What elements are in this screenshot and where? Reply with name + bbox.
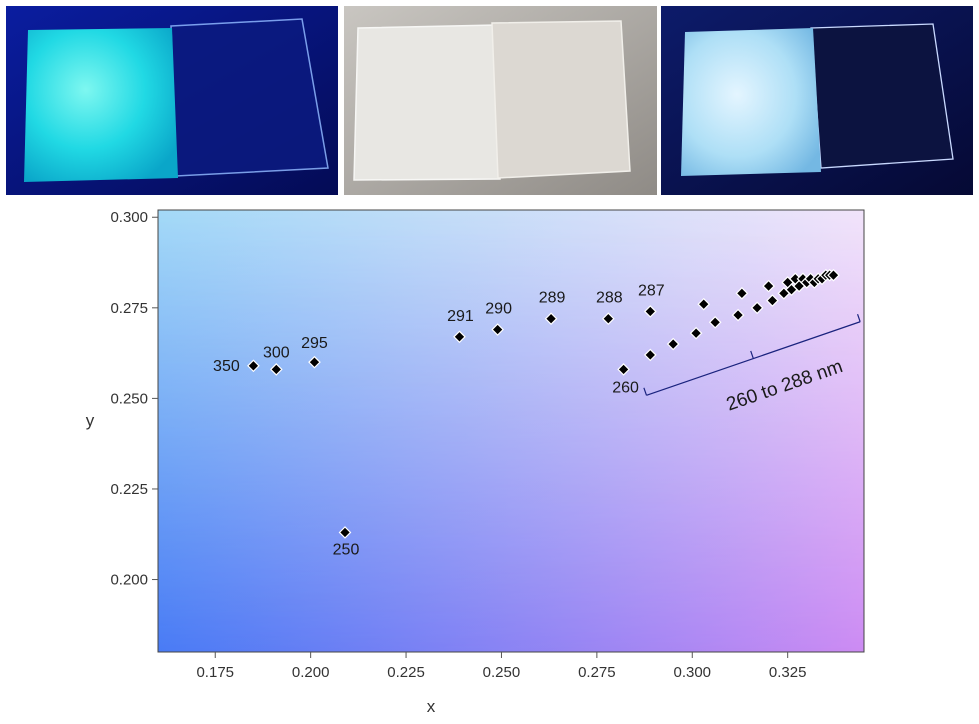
y-tick-label: 0.250 xyxy=(110,390,148,407)
bracket-end-left xyxy=(643,387,648,396)
data-point xyxy=(666,337,680,351)
data-point xyxy=(601,312,615,326)
x-axis: 0.175 0.200 0.225 0.250 0.275 0.300 0.325 xyxy=(196,652,806,681)
point-label: 290 xyxy=(485,301,512,318)
photo-uv-blue-slides xyxy=(661,6,973,195)
x-tick-label: 0.300 xyxy=(673,664,711,681)
data-point xyxy=(643,305,657,318)
point-label: 289 xyxy=(539,290,566,307)
data-point xyxy=(247,359,260,373)
point-label: 291 xyxy=(447,308,474,325)
photo-daylight-slides xyxy=(344,6,657,195)
x-tick-label: 0.225 xyxy=(387,664,425,681)
wavelength-range-bracket xyxy=(643,313,861,396)
slides-uv-glow-image xyxy=(6,6,338,195)
data-point xyxy=(338,526,352,539)
slides-daylight-image xyxy=(344,6,657,195)
data-point xyxy=(689,326,703,340)
plot-frame xyxy=(157,209,865,653)
chromaticity-scatter-chart: 0.175 0.200 0.225 0.250 0.275 0.300 0.325 0.30… xyxy=(86,209,865,716)
point-label: 287 xyxy=(638,282,665,299)
data-point xyxy=(750,301,764,315)
slides-uv-blue-image xyxy=(661,6,973,195)
x-tick-label: 0.250 xyxy=(483,664,521,681)
x-axis-title: x xyxy=(427,697,436,716)
x-tick-label: 0.275 xyxy=(578,664,616,681)
y-tick-label: 0.300 xyxy=(110,209,148,226)
x-tick-label: 0.325 xyxy=(769,664,807,681)
data-point xyxy=(643,348,657,362)
x-tick-label: 0.200 xyxy=(292,664,330,681)
point-label: 295 xyxy=(301,335,328,352)
data-point xyxy=(766,294,779,307)
bracket-end-right xyxy=(857,313,861,322)
y-tick-label: 0.225 xyxy=(110,481,148,498)
point-label: 250 xyxy=(333,541,360,558)
plot-background-top xyxy=(158,210,864,652)
point-label: 288 xyxy=(596,290,623,307)
point-label: 300 xyxy=(263,344,290,361)
point-label: 260 xyxy=(612,379,639,396)
data-point xyxy=(617,363,630,376)
y-tick-label: 0.200 xyxy=(110,572,148,589)
data-point xyxy=(697,297,711,311)
y-axis-title: y xyxy=(86,411,95,430)
data-point xyxy=(544,312,558,326)
y-tick-label: 0.275 xyxy=(110,300,148,317)
data-point xyxy=(491,323,504,336)
point-label: 350 xyxy=(213,358,240,375)
data-point xyxy=(827,268,840,282)
y-axis: 0.300 0.275 0.250 0.225 0.200 xyxy=(110,209,158,589)
data-point xyxy=(731,308,745,322)
photo-uv-glow-slides xyxy=(6,6,338,195)
data-point xyxy=(308,355,321,369)
data-point xyxy=(269,363,283,376)
data-points xyxy=(247,268,840,539)
bracket-center-notch xyxy=(750,350,754,359)
plot-area xyxy=(157,209,865,653)
data-point xyxy=(708,315,722,329)
data-point xyxy=(735,286,749,300)
data-point xyxy=(453,330,466,344)
x-tick-label: 0.175 xyxy=(196,664,234,681)
photo-strip xyxy=(6,6,973,195)
data-point-labels: 350 300 295 250 291 290 289 288 287 260 xyxy=(213,282,665,558)
data-point xyxy=(762,279,775,293)
